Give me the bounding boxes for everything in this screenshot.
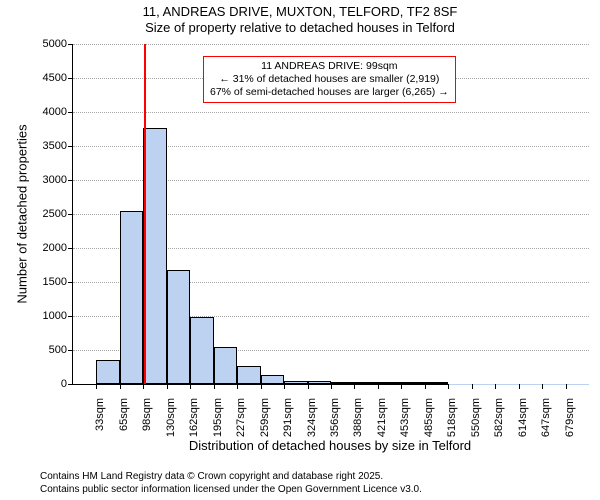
ytick-mark <box>68 44 73 45</box>
xtick-mark <box>237 384 238 389</box>
histogram-bar <box>96 360 119 384</box>
xtick-mark <box>167 384 168 389</box>
xtick-mark <box>425 384 426 389</box>
xtick-label: 195sqm <box>212 398 224 437</box>
ytick-mark <box>68 282 73 283</box>
chart-title-line1: 11, ANDREAS DRIVE, MUXTON, TELFORD, TF2 … <box>0 4 600 20</box>
annotation-line3: 67% of semi-detached houses are larger (… <box>210 86 449 99</box>
chart-title-line2: Size of property relative to detached ho… <box>0 20 600 36</box>
gridline <box>73 112 589 113</box>
annotation-box: 11 ANDREAS DRIVE: 99sqm← 31% of detached… <box>203 56 456 103</box>
xtick-label: 324sqm <box>306 398 318 437</box>
ytick-mark <box>68 350 73 351</box>
chart-title-block: 11, ANDREAS DRIVE, MUXTON, TELFORD, TF2 … <box>0 0 600 37</box>
xtick-mark <box>448 384 449 389</box>
xtick-mark <box>284 384 285 389</box>
footer-attribution: Contains HM Land Registry data © Crown c… <box>40 471 422 496</box>
xtick-label: 550sqm <box>470 398 482 437</box>
xtick-mark <box>143 384 144 389</box>
xtick-label: 227sqm <box>235 398 247 437</box>
xtick-label: 518sqm <box>446 398 458 437</box>
annotation-line2: ← 31% of detached houses are smaller (2,… <box>210 73 449 86</box>
xtick-mark <box>214 384 215 389</box>
xtick-mark <box>331 384 332 389</box>
histogram-bar <box>354 382 377 384</box>
ytick-mark <box>68 248 73 249</box>
ytick-label: 2500 <box>43 208 67 220</box>
ytick-mark <box>68 78 73 79</box>
histogram-bar <box>425 382 448 384</box>
ytick-mark <box>68 384 73 385</box>
ytick-mark <box>68 180 73 181</box>
ytick-label: 2000 <box>43 242 67 254</box>
ytick-label: 1000 <box>43 310 67 322</box>
histogram-bar <box>214 347 237 384</box>
xtick-mark <box>401 384 402 389</box>
xtick-mark <box>378 384 379 389</box>
xtick-label: 356sqm <box>329 398 341 437</box>
xtick-label: 98sqm <box>141 398 153 431</box>
xtick-label: 33sqm <box>94 398 106 431</box>
ytick-label: 3000 <box>43 174 67 186</box>
xtick-label: 130sqm <box>165 398 177 437</box>
xtick-mark <box>519 384 520 389</box>
xtick-label: 259sqm <box>259 398 271 437</box>
xtick-label: 162sqm <box>188 398 200 437</box>
xtick-mark <box>120 384 121 389</box>
ytick-mark <box>68 214 73 215</box>
xtick-label: 647sqm <box>540 398 552 437</box>
xtick-label: 485sqm <box>423 398 435 437</box>
histogram-bar <box>261 375 284 384</box>
histogram-bar <box>284 381 307 384</box>
ytick-label: 4500 <box>43 72 67 84</box>
gridline <box>73 44 589 45</box>
xtick-label: 65sqm <box>118 398 130 431</box>
ytick-label: 5000 <box>43 38 67 50</box>
xtick-label: 614sqm <box>517 398 529 437</box>
ytick-label: 3500 <box>43 140 67 152</box>
x-axis-label: Distribution of detached houses by size … <box>189 438 471 453</box>
ytick-label: 4000 <box>43 106 67 118</box>
ytick-mark <box>68 112 73 113</box>
xtick-mark <box>472 384 473 389</box>
xtick-label: 453sqm <box>399 398 411 437</box>
xtick-mark <box>308 384 309 389</box>
ytick-mark <box>68 316 73 317</box>
histogram-bar <box>308 381 331 384</box>
xtick-mark <box>354 384 355 389</box>
histogram-bar <box>120 211 143 384</box>
xtick-label: 291sqm <box>282 398 294 437</box>
footer-line1: Contains HM Land Registry data © Crown c… <box>40 471 422 484</box>
annotation-line1: 11 ANDREAS DRIVE: 99sqm <box>210 60 449 73</box>
xtick-mark <box>566 384 567 389</box>
y-axis-label: Number of detached properties <box>15 124 30 303</box>
xtick-mark <box>495 384 496 389</box>
plot-area: 0500100015002000250030003500400045005000… <box>72 44 589 385</box>
footer-line2: Contains public sector information licen… <box>40 484 422 497</box>
histogram-bar <box>237 366 260 384</box>
histogram-bar <box>378 382 401 384</box>
xtick-label: 679sqm <box>564 398 576 437</box>
ytick-label: 0 <box>61 378 67 390</box>
xtick-mark <box>261 384 262 389</box>
highlight-line <box>144 44 146 384</box>
ytick-label: 1500 <box>43 276 67 288</box>
ytick-label: 500 <box>49 344 67 356</box>
histogram-bar <box>331 382 354 384</box>
histogram-bar <box>143 128 166 384</box>
xtick-mark <box>190 384 191 389</box>
ytick-mark <box>68 146 73 147</box>
xtick-mark <box>542 384 543 389</box>
xtick-label: 582sqm <box>493 398 505 437</box>
chart-container: { "title": { "line1": "11, ANDREAS DRIVE… <box>0 0 600 500</box>
xtick-label: 388sqm <box>352 398 364 437</box>
xtick-mark <box>96 384 97 389</box>
histogram-bar <box>401 382 424 384</box>
histogram-bar <box>190 317 213 384</box>
histogram-bar <box>167 270 190 384</box>
xtick-label: 421sqm <box>376 398 388 437</box>
